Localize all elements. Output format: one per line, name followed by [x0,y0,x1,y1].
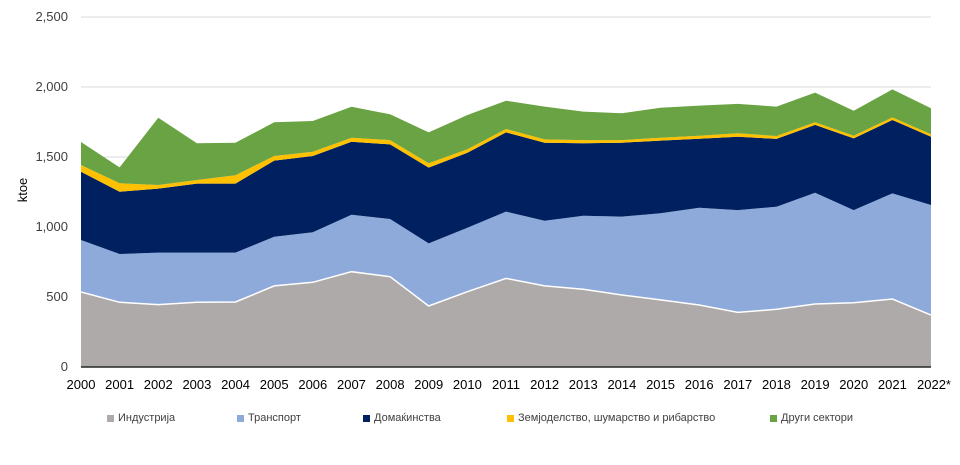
x-tick-label: 2010 [453,377,482,392]
legend-item: Транспорт [237,412,301,424]
axes: 0 500 1,000 1,500 2,000 2,500 2000 2001 2002 2003… [35,9,951,392]
stacked-area-chart: 0 500 1,000 1,500 2,000 2,500 2000 2001 2002 2003… [15,9,951,392]
industry-outline [80,270,932,316]
legend-swatch [237,414,244,422]
area-1 [81,271,931,367]
x-tick-label: 2014 [607,377,636,392]
x-tick-label: 2015 [646,377,675,392]
area-series [80,89,932,367]
x-tick-label: 2009 [414,377,443,392]
x-tick-label: 2005 [260,377,289,392]
x-tick-label: 2000 [67,377,96,392]
x-tick-label: 2020 [839,377,868,392]
y-tick-label: 1,500 [35,149,68,164]
x-tick-label: 2013 [569,377,598,392]
y-tick-label: 2,000 [35,79,68,94]
legend-swatch [770,414,777,422]
legend-label: Други сектори [781,412,854,424]
legend-item: Домаќинства [363,412,441,424]
legend-label: Домаќинства [374,412,441,424]
x-tick-label: 2007 [337,377,366,392]
legend-item: Индустрија [107,412,175,424]
x-tick-label: 2004 [221,377,250,392]
x-tick-label: 2003 [182,377,211,392]
legend: Индустрија Транспорт Домаќинства Земјоделст… [0,412,960,430]
area-2 [81,192,931,316]
y-tick-label: 500 [46,289,68,304]
x-tick-label: 2008 [376,377,405,392]
legend-label: Индустрија [118,412,176,424]
y-axis-label: ktoe [15,178,30,203]
x-tick-label: 2002 [144,377,173,392]
y-tick-label: 0 [61,359,68,374]
x-tick-label: 2017 [723,377,752,392]
area-5 [81,89,931,185]
x-tick-label: 2001 [105,377,134,392]
area-3 [81,120,931,254]
area-4 [81,117,931,192]
legend-swatch [107,414,114,422]
x-tick-label: 2018 [762,377,791,392]
legend-swatch [507,414,514,422]
legend-label: Земјоделство, шумарство и рибарство [518,412,716,424]
legend-swatch [363,414,370,422]
x-tick-label: 2006 [298,377,327,392]
y-tick-label: 1,000 [35,219,68,234]
legend-label: Транспорт [248,412,301,424]
x-tick-label: 2022* [917,377,951,392]
legend-item: Земјоделство, шумарство и рибарство [507,412,715,424]
x-tick-label: 2011 [492,377,520,392]
x-tick-label: 2021 [878,377,907,392]
y-tick-label: 2,500 [35,9,68,24]
x-tick-label: 2012 [530,377,559,392]
legend-item: Други сектори [770,412,853,424]
x-tick-label: 2016 [685,377,714,392]
x-tick-label: 2019 [801,377,830,392]
